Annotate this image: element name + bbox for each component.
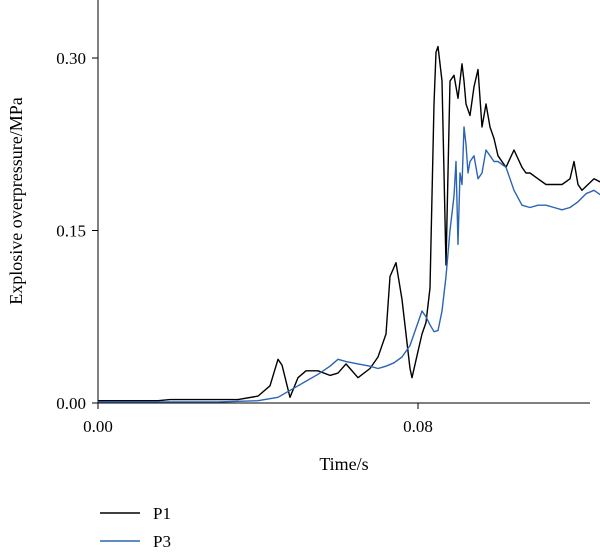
series-line-p3 (98, 126, 600, 403)
legend-label-p3: P3 (153, 532, 171, 551)
y-tick-label: 0.00 (56, 394, 86, 413)
y-axis-title: Explosive overpressure/MPa (6, 97, 26, 304)
x-ticks: 0.000.080.16 (83, 403, 433, 436)
y-tick-label: 0.15 (56, 222, 86, 241)
y-ticks: 0.00 0.15 0.30 (56, 49, 98, 413)
series-line-p1 (98, 45, 600, 402)
x-tick-label: 0.08 (403, 417, 433, 436)
y-tick-label: 0.30 (56, 49, 86, 68)
series-group (98, 45, 600, 403)
legend: P1 P3 (100, 504, 171, 551)
legend-label-p1: P1 (153, 504, 171, 523)
x-axis-title: Time/s (319, 454, 368, 474)
x-tick-label: 0.00 (83, 417, 113, 436)
axes (97, 0, 590, 404)
